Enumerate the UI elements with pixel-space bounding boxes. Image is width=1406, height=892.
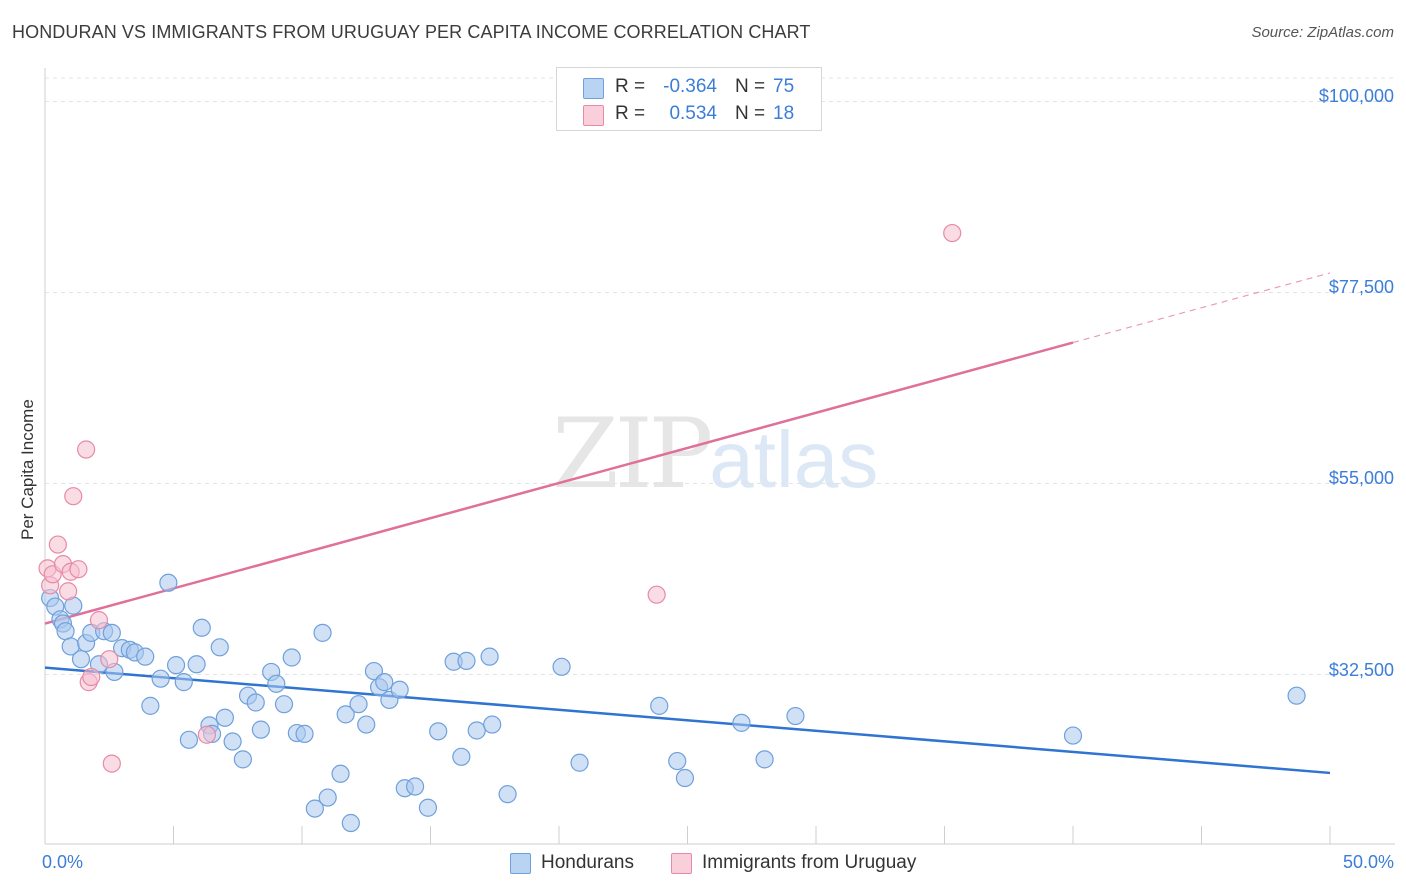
- honduran-point: [267, 674, 286, 693]
- honduran-point: [457, 651, 476, 670]
- honduran-point: [467, 721, 486, 740]
- honduran-point: [71, 650, 91, 669]
- honduran-point: [650, 696, 669, 715]
- uruguay-point: [64, 487, 83, 506]
- legend-label: Immigrants from Uruguay: [702, 852, 917, 873]
- r-value: 0.534: [669, 103, 717, 124]
- honduran-point: [1287, 686, 1306, 705]
- honduran-point: [668, 751, 687, 771]
- y-tick-label: $32,500: [1328, 660, 1394, 680]
- honduran-point: [141, 696, 160, 715]
- honduran-point: [305, 799, 324, 818]
- blue-swatch: [583, 78, 604, 99]
- uruguay-trend-line: [44, 341, 1074, 625]
- hondurans-trend-line: [44, 666, 1331, 775]
- y-tick-label: $100,000: [1318, 86, 1394, 106]
- uruguay-point: [69, 560, 88, 579]
- honduran-point: [1063, 726, 1083, 745]
- chart-title: HONDURAN VS IMMIGRANTS FROM URUGUAY PER …: [12, 22, 811, 42]
- honduran-point: [483, 715, 502, 734]
- uruguay-point: [59, 582, 78, 601]
- honduran-point: [349, 695, 368, 714]
- watermark-zip: ZIP: [552, 398, 713, 510]
- source-label: Source: ZipAtlas.com: [1251, 24, 1394, 41]
- honduran-point: [174, 673, 193, 692]
- pink-swatch: [671, 853, 692, 874]
- uruguay-point: [89, 611, 109, 630]
- n-label: N =: [735, 76, 766, 97]
- trend-lines: [44, 272, 1331, 775]
- honduran-point: [331, 764, 350, 783]
- honduran-point: [336, 705, 355, 724]
- honduran-point: [274, 695, 294, 714]
- honduran-point: [179, 730, 199, 749]
- honduran-point: [313, 623, 332, 642]
- uruguay-point: [943, 223, 962, 243]
- honduran-point: [375, 673, 394, 692]
- honduran-point: [341, 813, 360, 833]
- grid-lines: [45, 77, 1395, 675]
- n-value: 75: [773, 76, 795, 97]
- honduran-point: [246, 693, 265, 712]
- honduran-point: [223, 732, 242, 751]
- legend-label: Hondurans: [541, 852, 634, 873]
- uruguay-point: [82, 667, 101, 687]
- uruguay-point: [48, 535, 67, 554]
- pink-swatch: [583, 105, 604, 126]
- stats-legend: R = -0.364 N = 75 R = 0.534 N = 18: [556, 67, 822, 131]
- honduran-point: [405, 777, 425, 796]
- honduran-point: [498, 785, 517, 804]
- honduran-point: [251, 720, 270, 739]
- honduran-point: [552, 657, 571, 676]
- uruguay-point: [197, 725, 217, 744]
- honduran-point: [159, 573, 178, 592]
- honduran-point: [151, 669, 170, 688]
- honduran-point: [452, 747, 471, 766]
- honduran-point: [418, 798, 438, 817]
- honduran-point: [210, 638, 229, 657]
- data-points: [38, 223, 1306, 833]
- honduran-point: [732, 713, 751, 732]
- honduran-point: [480, 647, 499, 666]
- axes: [44, 68, 1395, 845]
- y-tick-label: $77,500: [1328, 277, 1394, 297]
- n-label: N =: [735, 103, 766, 124]
- uruguay-point: [77, 440, 96, 459]
- honduran-point: [786, 706, 805, 726]
- x-tick-label-min: 0.0%: [42, 852, 84, 872]
- honduran-point: [102, 623, 121, 642]
- honduran-point: [187, 655, 206, 674]
- honduran-point: [166, 656, 186, 675]
- n-value: 18: [773, 103, 795, 124]
- uruguay-trend-extension: [1072, 272, 1331, 344]
- uruguay-point: [100, 650, 119, 669]
- r-value: -0.364: [663, 76, 717, 97]
- honduran-point: [136, 647, 155, 666]
- uruguay-point: [647, 585, 666, 604]
- honduran-point: [357, 715, 376, 734]
- r-label: R =: [615, 76, 646, 97]
- honduran-point: [755, 750, 774, 769]
- y-tick-label: $55,000: [1328, 468, 1394, 488]
- honduran-point: [390, 680, 409, 699]
- uruguay-point: [102, 754, 121, 773]
- r-label: R =: [615, 103, 646, 124]
- y-axis-label: Per Capita Income: [18, 399, 37, 540]
- x-tick-label-max: 50.0%: [1342, 852, 1394, 872]
- honduran-point: [192, 618, 211, 637]
- honduran-point: [233, 750, 252, 769]
- honduran-point: [215, 708, 234, 727]
- blue-swatch: [510, 853, 531, 874]
- honduran-point: [429, 722, 448, 741]
- honduran-point: [295, 724, 314, 743]
- watermark: ZIPatlas: [552, 398, 878, 510]
- honduran-point: [56, 622, 75, 641]
- honduran-point: [570, 753, 589, 772]
- honduran-point: [282, 648, 301, 667]
- watermark-atlas: atlas: [709, 415, 879, 504]
- honduran-point: [675, 768, 695, 788]
- honduran-point: [318, 788, 337, 807]
